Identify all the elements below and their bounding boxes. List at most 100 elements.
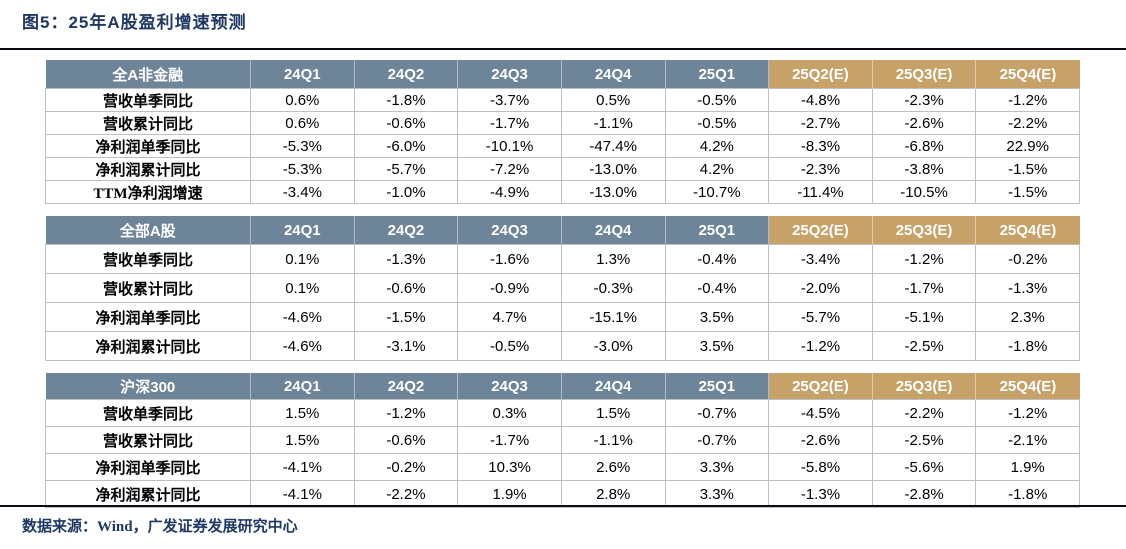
value-cell: -0.5% bbox=[664, 111, 770, 135]
value-cell: -0.7% bbox=[664, 399, 770, 427]
value-cell: 0.5% bbox=[560, 88, 666, 112]
row-label: 净利润累计同比 bbox=[45, 157, 251, 181]
forecast-table-2: 沪深300 24Q1 24Q2 24Q3 24Q4 25Q1 25Q2(E) 25Q3(E) 2… bbox=[45, 373, 1080, 508]
value-cell: -1.8% bbox=[353, 88, 459, 112]
value-cell: -1.2% bbox=[975, 399, 1080, 427]
column-header: 25Q2(E) bbox=[768, 373, 873, 400]
value-cell: -2.2% bbox=[353, 480, 459, 508]
value-cell: -2.2% bbox=[975, 111, 1080, 135]
column-header: 25Q2(E) bbox=[768, 216, 873, 245]
value-cell: -5.3% bbox=[250, 157, 355, 181]
value-cell: -7.2% bbox=[457, 157, 562, 181]
value-cell: -3.0% bbox=[560, 331, 666, 361]
column-header: 25Q4(E) bbox=[975, 60, 1080, 89]
row-label: TTM净利润增速 bbox=[45, 180, 251, 204]
value-cell: -5.1% bbox=[871, 302, 977, 332]
row-label: 营收单季同比 bbox=[45, 244, 251, 274]
header-row: 全A非金融 24Q1 24Q2 24Q3 24Q4 25Q1 25Q2(E) 25Q3(E) 2… bbox=[45, 60, 1080, 89]
value-cell: -2.8% bbox=[871, 480, 977, 508]
value-cell: -10.1% bbox=[457, 134, 562, 158]
value-cell: 1.5% bbox=[250, 426, 355, 454]
value-cell: -0.5% bbox=[664, 88, 770, 112]
column-header: 25Q1 bbox=[664, 373, 769, 400]
value-cell: -0.4% bbox=[664, 244, 770, 274]
value-cell: -1.2% bbox=[871, 244, 977, 274]
table-row: 营收累计同比 0.1% -0.6% -0.9% -0.3% -0.4% -2.0% -1.7%… bbox=[45, 273, 1080, 303]
column-header: 24Q1 bbox=[250, 373, 355, 400]
value-cell: 0.1% bbox=[250, 244, 355, 274]
value-cell: -3.4% bbox=[768, 244, 873, 274]
value-cell: -0.6% bbox=[353, 426, 459, 454]
value-cell: 4.2% bbox=[664, 157, 770, 181]
value-cell: -1.7% bbox=[457, 426, 562, 454]
table-row: 净利润单季同比 -4.1% -0.2% 10.3% 2.6% 3.3% -5.8% -5.6%… bbox=[45, 453, 1080, 481]
table-group-header: 全A非金融 bbox=[45, 60, 251, 89]
table-group-header: 全部A股 bbox=[45, 216, 251, 245]
column-header: 24Q4 bbox=[560, 216, 665, 245]
value-cell: -1.3% bbox=[768, 480, 873, 508]
value-cell: -0.6% bbox=[353, 273, 459, 303]
value-cell: -1.1% bbox=[560, 426, 666, 454]
value-cell: -1.5% bbox=[975, 157, 1080, 181]
value-cell: -1.7% bbox=[871, 273, 977, 303]
row-label: 营收单季同比 bbox=[45, 399, 251, 427]
column-header: 24Q2 bbox=[353, 60, 458, 89]
value-cell: 10.3% bbox=[457, 453, 562, 481]
row-label: 营收累计同比 bbox=[45, 426, 251, 454]
bottom-separator bbox=[0, 505, 1126, 507]
column-header: 24Q4 bbox=[560, 373, 665, 400]
column-header: 25Q1 bbox=[664, 60, 769, 89]
value-cell: -1.3% bbox=[975, 273, 1080, 303]
header-row: 沪深300 24Q1 24Q2 24Q3 24Q4 25Q1 25Q2(E) 25Q3(E) 2… bbox=[45, 373, 1080, 400]
value-cell: 4.2% bbox=[664, 134, 770, 158]
column-header: 25Q3(E) bbox=[871, 60, 976, 89]
value-cell: -0.2% bbox=[353, 453, 459, 481]
value-cell: -10.7% bbox=[664, 180, 770, 204]
table-row: 营收累计同比 1.5% -0.6% -1.7% -1.1% -0.7% -2.6% -2.5%… bbox=[45, 426, 1080, 454]
value-cell: -2.7% bbox=[768, 111, 873, 135]
value-cell: -2.6% bbox=[768, 426, 873, 454]
value-cell: 4.7% bbox=[457, 302, 562, 332]
value-cell: -4.1% bbox=[250, 480, 355, 508]
value-cell: 0.6% bbox=[250, 88, 355, 112]
header-row: 全部A股 24Q1 24Q2 24Q3 24Q4 25Q1 25Q2(E) 25Q3(E) 25… bbox=[45, 216, 1080, 245]
value-cell: -5.3% bbox=[250, 134, 355, 158]
column-header: 24Q1 bbox=[250, 60, 355, 89]
row-label: 营收累计同比 bbox=[45, 111, 251, 135]
value-cell: -6.0% bbox=[353, 134, 459, 158]
value-cell: 1.3% bbox=[560, 244, 666, 274]
value-cell: -4.8% bbox=[768, 88, 873, 112]
forecast-tables-area: 全A非金融 24Q1 24Q2 24Q3 24Q4 25Q1 25Q2(E) 25Q3(E) 2… bbox=[45, 60, 1080, 508]
forecast-table-1: 全部A股 24Q1 24Q2 24Q3 24Q4 25Q1 25Q2(E) 25Q3(E) 25… bbox=[45, 216, 1080, 361]
column-header: 24Q3 bbox=[457, 216, 562, 245]
column-header: 24Q4 bbox=[560, 60, 665, 89]
value-cell: -0.2% bbox=[975, 244, 1080, 274]
value-cell: -0.6% bbox=[353, 111, 459, 135]
value-cell: -1.0% bbox=[353, 180, 459, 204]
column-header: 25Q3(E) bbox=[871, 373, 976, 400]
value-cell: -3.1% bbox=[353, 331, 459, 361]
value-cell: -5.8% bbox=[768, 453, 873, 481]
value-cell: -0.9% bbox=[457, 273, 562, 303]
column-header: 24Q3 bbox=[457, 60, 562, 89]
value-cell: 3.3% bbox=[664, 453, 770, 481]
table-row: 营收单季同比 0.1% -1.3% -1.6% 1.3% -0.4% -3.4% -1.2% -… bbox=[45, 244, 1080, 274]
value-cell: -5.7% bbox=[353, 157, 459, 181]
value-cell: -1.7% bbox=[457, 111, 562, 135]
value-cell: -0.7% bbox=[664, 426, 770, 454]
table-row: 净利润累计同比 -4.6% -3.1% -0.5% -3.0% 3.5% -1.2% -2.5… bbox=[45, 331, 1080, 361]
value-cell: -1.3% bbox=[353, 244, 459, 274]
column-header: 25Q1 bbox=[664, 216, 769, 245]
value-cell: -2.6% bbox=[871, 111, 977, 135]
figure-title: 图5：25年A股盈利增速预测 bbox=[22, 13, 247, 32]
value-cell: -0.5% bbox=[457, 331, 562, 361]
value-cell: 0.3% bbox=[457, 399, 562, 427]
value-cell: 1.5% bbox=[560, 399, 666, 427]
value-cell: 3.5% bbox=[664, 331, 770, 361]
value-cell: -2.5% bbox=[871, 331, 977, 361]
value-cell: 3.3% bbox=[664, 480, 770, 508]
value-cell: 1.9% bbox=[457, 480, 562, 508]
value-cell: -5.7% bbox=[768, 302, 873, 332]
value-cell: -6.8% bbox=[871, 134, 977, 158]
value-cell: -2.1% bbox=[975, 426, 1080, 454]
